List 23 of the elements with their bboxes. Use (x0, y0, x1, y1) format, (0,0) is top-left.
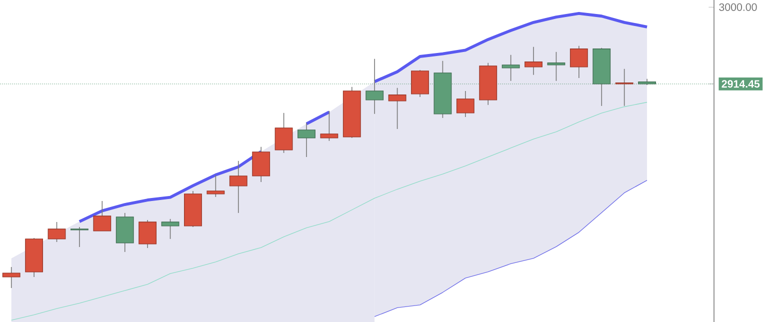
line-series (373, 12, 648, 84)
candlestick (388, 88, 406, 130)
candlestick (320, 110, 338, 142)
line-series (374, 180, 648, 317)
candlestick (274, 112, 293, 154)
candlestick (70, 226, 88, 248)
candlestick (524, 46, 542, 76)
candlestick (206, 174, 225, 198)
candlestick (298, 122, 316, 158)
candlestick (570, 46, 588, 78)
candlestick (229, 160, 248, 214)
candlestick (93, 200, 112, 232)
candlestick (48, 222, 66, 242)
candlestick (161, 218, 180, 240)
candlestick (502, 54, 520, 82)
candlestick (138, 220, 157, 248)
candlestick (547, 52, 566, 82)
y-tick-label: 2914.45 (722, 80, 760, 88)
candlestick (615, 68, 634, 106)
candlestick (456, 90, 474, 118)
y-tick-label: 3000.00 (719, 3, 757, 11)
candlestick (411, 70, 429, 98)
candlestick (2, 266, 20, 288)
